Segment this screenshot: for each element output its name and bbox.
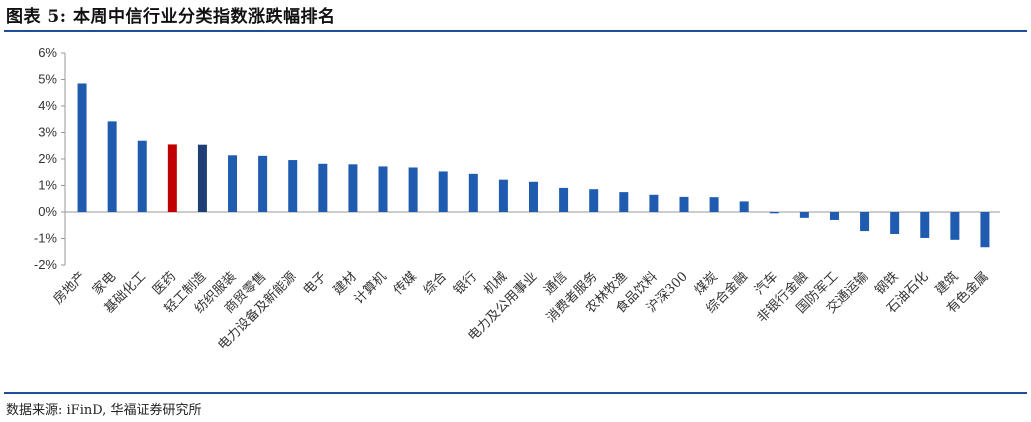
bar-轻工制造 — [197, 144, 207, 212]
bar-消费者服务 — [589, 189, 599, 212]
y-tick-label: 2% — [38, 151, 57, 166]
x-category-label: 计算机 — [352, 269, 390, 307]
bar-建筑 — [950, 212, 960, 240]
bar-综合 — [438, 171, 448, 212]
y-tick-label: -1% — [34, 231, 58, 246]
bar-传媒 — [408, 167, 418, 212]
bar-计算机 — [378, 166, 388, 212]
source-divider — [4, 392, 1027, 394]
bar-食品饮料 — [649, 194, 659, 212]
y-tick-label: 4% — [38, 98, 57, 113]
source-note: 数据来源: iFinD, 华福证券研究所 — [6, 403, 202, 418]
bar-家电 — [107, 121, 117, 212]
bar-通信 — [559, 187, 569, 212]
bar-电子 — [318, 163, 328, 212]
bar-综合金融 — [739, 201, 749, 212]
bar-沪深300 — [679, 196, 689, 212]
title-divider — [4, 30, 1027, 32]
bar-纺织服装 — [228, 155, 238, 212]
bar-商贸零售 — [258, 155, 268, 212]
bar-医药 — [167, 144, 177, 212]
bar-有色金属 — [980, 212, 990, 248]
y-tick-label: 0% — [38, 204, 57, 219]
bar-基础化工 — [137, 140, 147, 212]
bar-煤炭 — [709, 197, 719, 212]
x-category-label: 综合 — [421, 269, 450, 298]
x-category-label: 传媒 — [391, 269, 420, 298]
x-category-label: 房地产 — [50, 269, 89, 308]
bar-国防军工 — [829, 212, 839, 220]
bar-非银行金融 — [799, 212, 809, 218]
bar-交通运输 — [860, 212, 870, 232]
y-tick-label: 6% — [38, 45, 57, 60]
bar-机械 — [498, 179, 508, 212]
bar-建材 — [348, 164, 358, 212]
x-category-label: 电子 — [301, 269, 330, 298]
y-tick-label: 1% — [38, 178, 57, 193]
bar-汽车 — [769, 212, 779, 214]
bar-电力及公用事业 — [529, 181, 538, 212]
bar-农林牧渔 — [619, 192, 629, 212]
y-tick-label: -2% — [34, 257, 58, 272]
y-tick-label: 3% — [38, 125, 57, 140]
bar-电力设备及新能源 — [288, 160, 298, 212]
y-tick-label: 5% — [38, 72, 57, 87]
bar-钢铁 — [890, 212, 900, 234]
bar-房地产 — [77, 83, 87, 212]
figure-title: 图表 5: 本周中信行业分类指数涨跌幅排名 — [6, 7, 336, 27]
x-category-label: 银行 — [451, 269, 480, 298]
bar-银行 — [468, 173, 478, 212]
bar-石油石化 — [920, 212, 930, 238]
